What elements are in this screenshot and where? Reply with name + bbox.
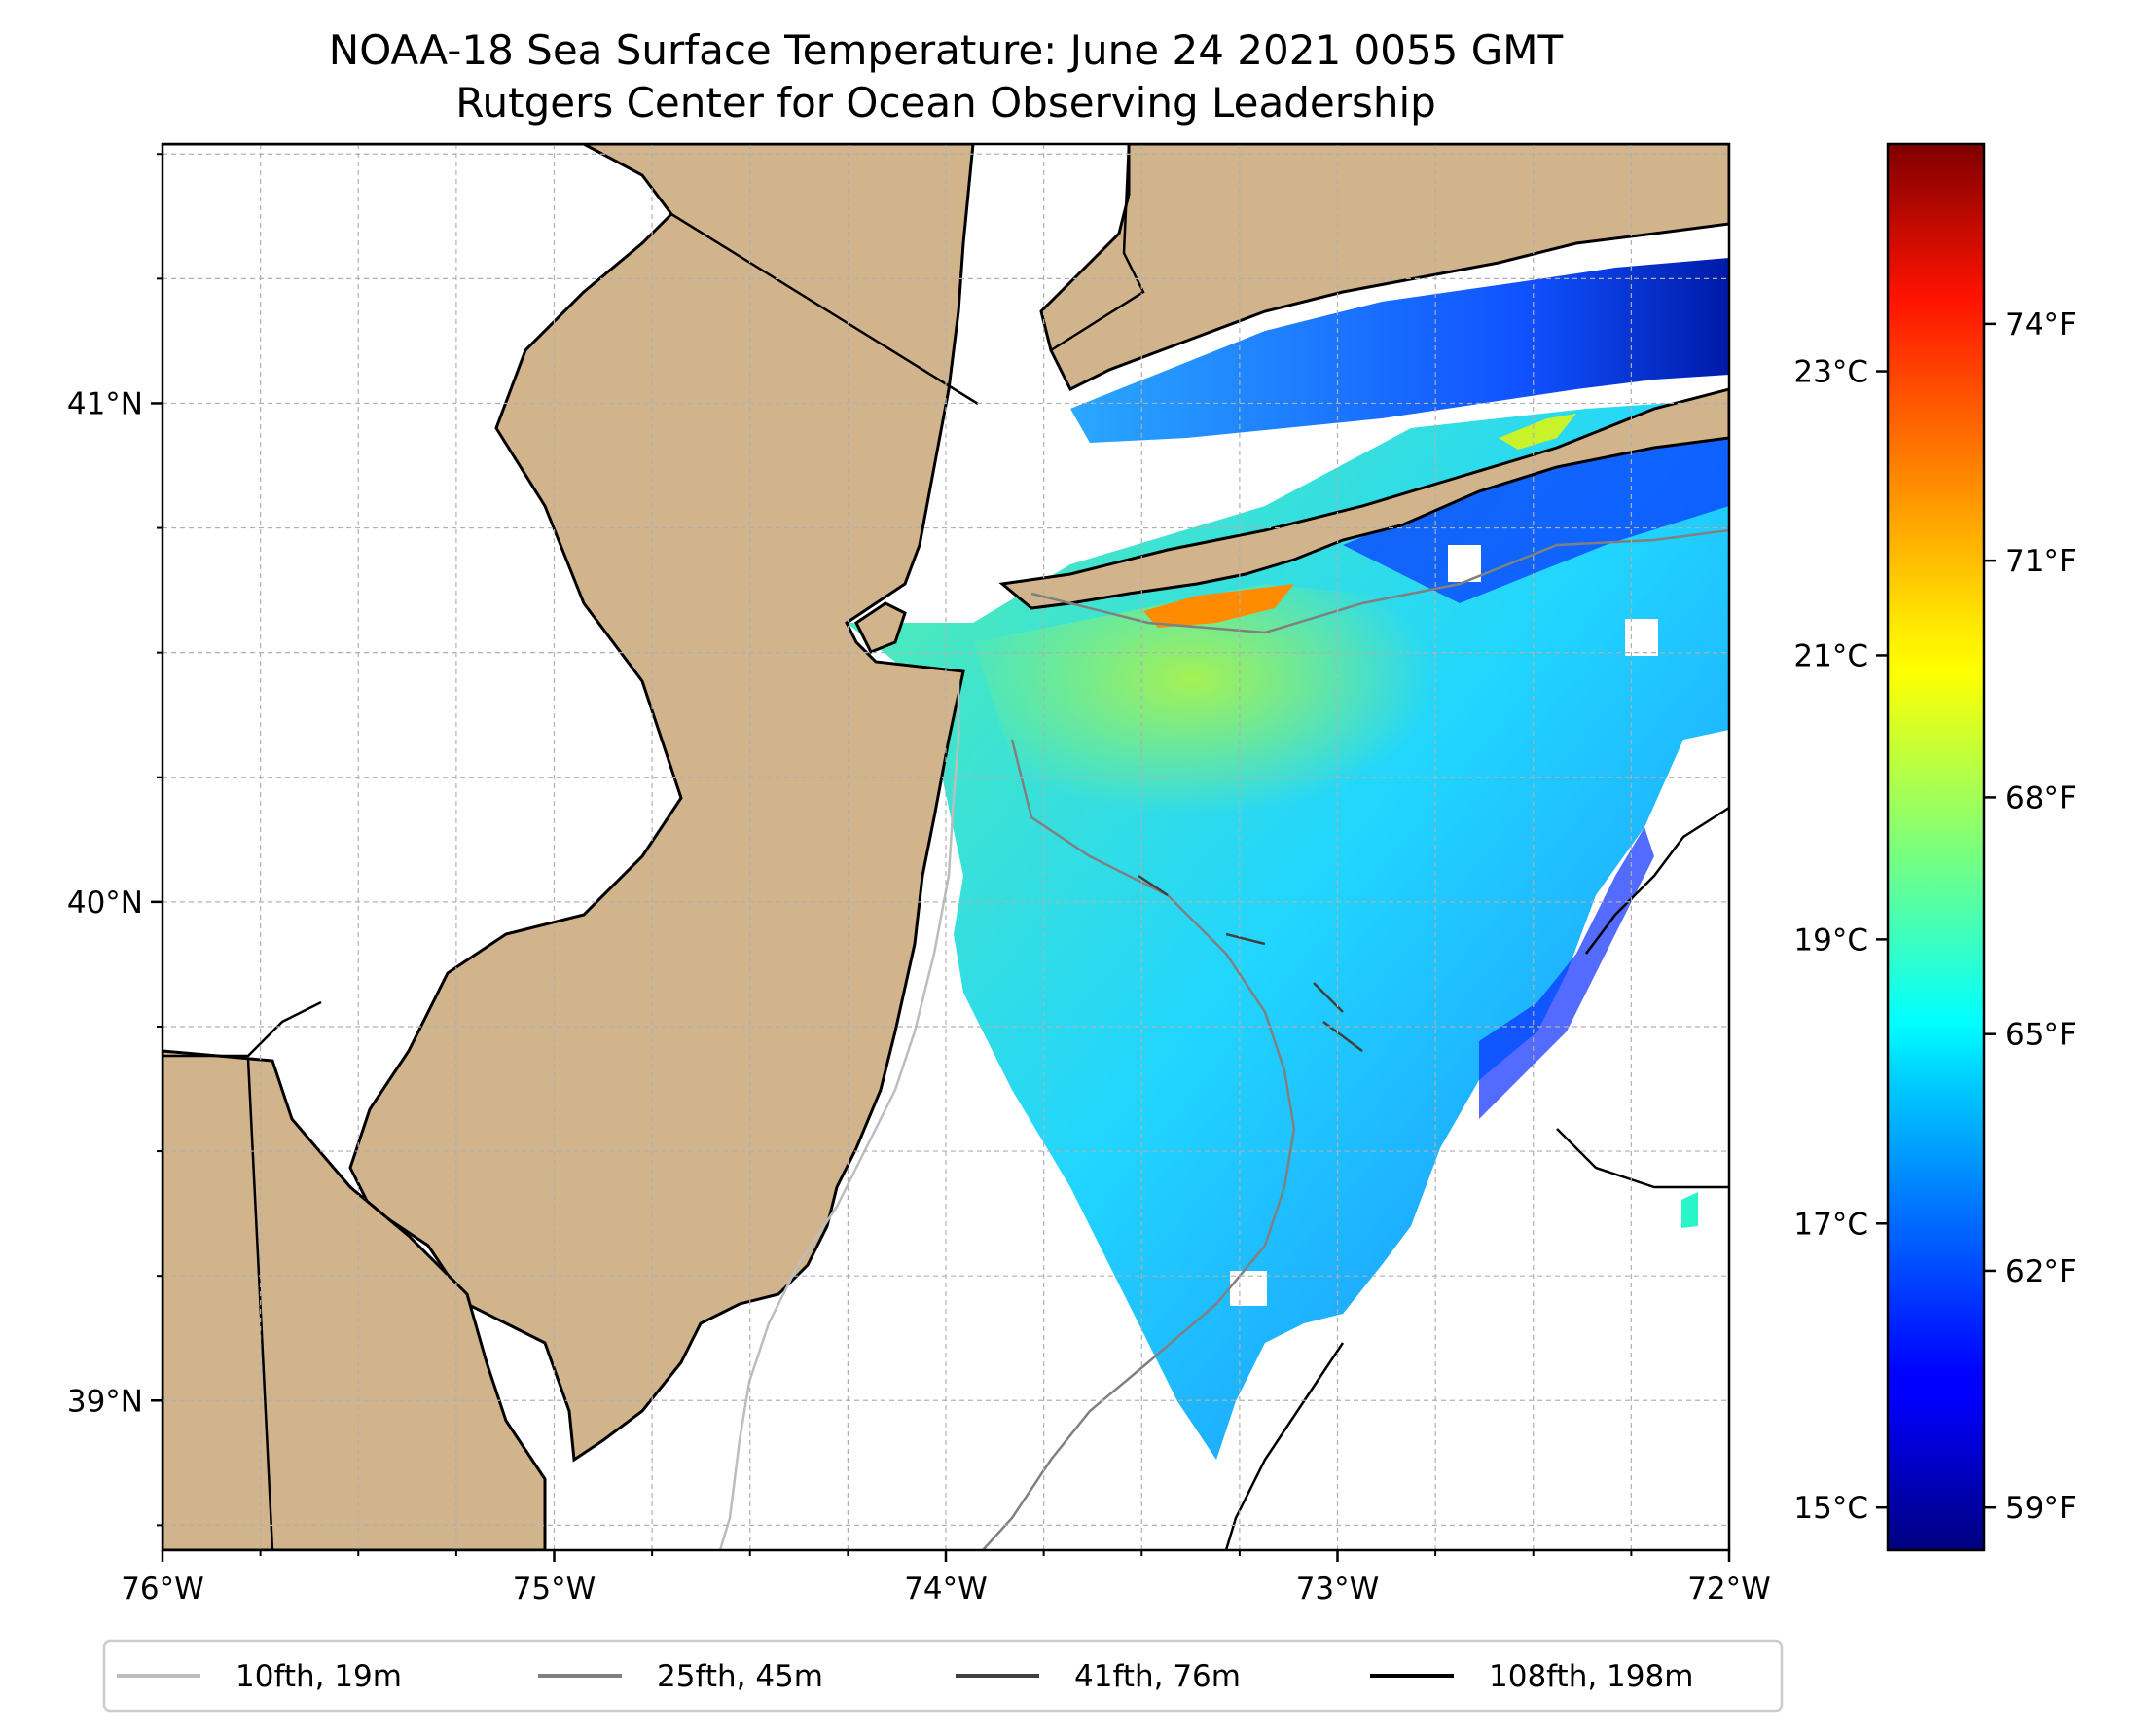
sst-cold-east-edge (1479, 827, 1654, 1119)
land-staten-island (854, 601, 907, 654)
contour-25fth-shelf (1030, 528, 1729, 634)
lon-tick-label: 75°W (513, 1572, 596, 1607)
legend-label: 108fth, 198m (1489, 1659, 1693, 1694)
gridlines (163, 144, 1729, 1550)
land-delmarva (163, 1049, 547, 1550)
lon-tick-label: 73°W (1296, 1572, 1380, 1607)
contour-10fth (718, 681, 960, 1550)
colorbar-fahrenheit-label: 62°F (2006, 1254, 2077, 1289)
border-ny-pa (1050, 144, 1145, 352)
colorbar-fahrenheit-label: 71°F (2006, 544, 2077, 579)
legend: 10fth, 19m 25fth, 45m 41fth, 76m 108fth, 19… (117, 1659, 1693, 1694)
colorbar-fahrenheit-label: 65°F (2006, 1018, 2077, 1053)
cloud-gap-1 (1448, 545, 1481, 582)
sst-sound (1070, 258, 1729, 443)
colorbar-celsius-label: 17°C (1793, 1207, 1868, 1242)
colorbar-celsius-label: 15°C (1793, 1491, 1868, 1526)
colorbar (1886, 142, 1986, 1552)
border-ny-nj (670, 212, 979, 406)
colorbar-celsius-label: 21°C (1793, 638, 1868, 673)
bathymetry-contours (718, 528, 1729, 1550)
lat-tick-label: 39°N (67, 1384, 143, 1419)
lat-axis: 41°N 40°N 39°N (67, 153, 163, 1527)
lon-tick-label: 76°W (121, 1572, 204, 1607)
lat-tick-label: 40°N (67, 886, 143, 921)
land-long-island (998, 387, 1729, 610)
contour-41fth (1138, 874, 1363, 1052)
lon-tick-label: 74°W (904, 1572, 988, 1607)
colorbar-fahrenheit-label: 59°F (2006, 1491, 2077, 1526)
legend-label: 41fth, 76m (1074, 1659, 1241, 1694)
map-area (163, 144, 1729, 1550)
sst-sound-yellow (1499, 414, 1576, 450)
title-line-1: NOAA-18 Sea Surface Temperature: June 24… (329, 26, 1564, 74)
land-new-york-connecticut (1039, 144, 1729, 392)
lat-tick-label: 41°N (67, 386, 143, 421)
contour-108fth (1224, 806, 1729, 1550)
title-line-2: Rutgers Center for Ocean Observing Leade… (455, 79, 1436, 127)
colorbar-celsius-label: 19°C (1793, 922, 1868, 958)
colorbar-fahrenheit-label: 74°F (2006, 307, 2077, 343)
colorbar-fahrenheit-axis: 59°F 62°F 65°F 68°F 71°F 74°F (1984, 307, 2077, 1526)
legend-label: 10fth, 19m (235, 1659, 402, 1694)
colorbar-celsius-axis: 15°C 17°C 19°C 21°C 23°C (1793, 355, 1888, 1526)
lon-tick-label: 72°W (1687, 1572, 1771, 1607)
colorbar-fahrenheit-label: 68°F (2006, 780, 2077, 815)
sst-isolated-pixel (1681, 1192, 1698, 1228)
land (163, 144, 1729, 1550)
lon-axis: 76°W 75°W 74°W 73°W 72°W (121, 1550, 1771, 1607)
sst-cold-edge (1343, 418, 1729, 603)
cloud-gap-3 (1230, 1271, 1267, 1306)
cloud-gap-2 (1625, 619, 1658, 656)
legend-box (102, 1639, 1784, 1713)
sst-warm-inlet (1143, 584, 1294, 628)
border-de-pa (163, 1000, 322, 1058)
contour-25fth (982, 739, 1296, 1550)
legend-label: 25fth, 45m (657, 1659, 823, 1694)
colorbar-celsius-label: 23°C (1793, 355, 1868, 390)
